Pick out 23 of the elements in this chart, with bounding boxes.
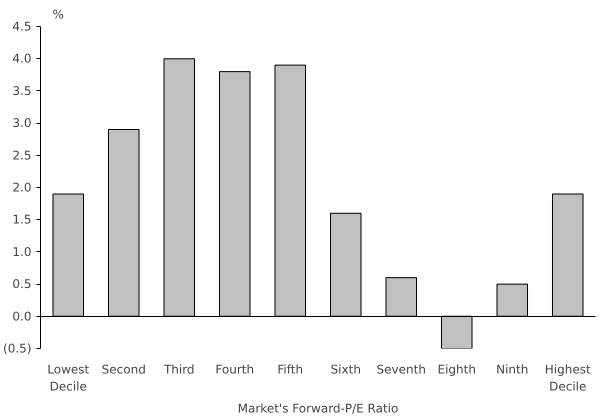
x-tick-label: Third (162, 362, 195, 376)
x-tick-label: Seventh (376, 362, 426, 376)
y-tick-label: 2.5 (12, 148, 32, 162)
x-tick-label: Sixth (330, 362, 361, 376)
y-tick-label: 0.0 (12, 309, 32, 324)
x-axis-title: Market's Forward-P/E Ratio (238, 401, 398, 416)
y-tick-label: 3.0 (12, 116, 32, 130)
y-tick-label: 1.0 (12, 244, 32, 259)
y-tick-label: 3.5 (12, 84, 32, 98)
y-tick-label: 4.0 (12, 52, 32, 66)
x-tick-label: Highest Decile (544, 362, 592, 394)
y-tick-label: 2.0 (12, 180, 32, 194)
x-tick-label: Fifth (277, 362, 304, 376)
x-tick-label: Eighth (438, 362, 476, 376)
x-tick-label: Lowest Decile (47, 362, 90, 394)
y-tick-label: 4.5 (12, 20, 32, 34)
y-tick-label: 0.5 (12, 277, 32, 292)
y-tick-label: (0.5) (3, 342, 32, 356)
y-axis-title: % (52, 8, 64, 22)
x-tick-label: Second (102, 362, 146, 376)
x-tick-label: Fourth (215, 362, 254, 376)
y-tick-label: 1.5 (12, 212, 32, 227)
x-tick-label: Ninth (496, 362, 528, 376)
